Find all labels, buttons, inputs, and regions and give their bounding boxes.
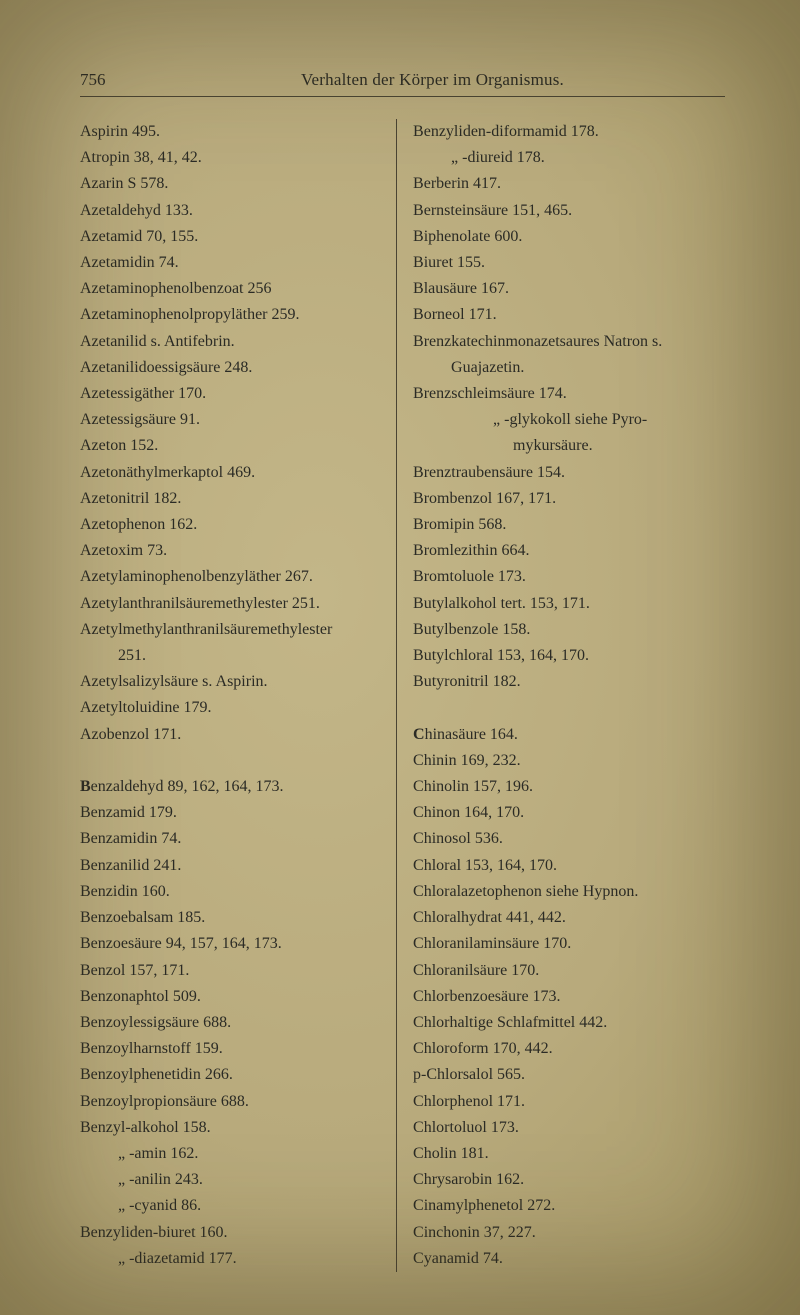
index-entry: Brenzschleimsäure 174. [413,381,725,407]
index-entry: Benzyliden-diformamid 178. [413,119,725,145]
index-entry: Butyronitril 182. [413,669,725,695]
left-column: Aspirin 495.Atropin 38, 41, 42.Azarin S … [80,119,396,1272]
index-entry: Benzyl-alkohol 158. [80,1115,382,1141]
index-entry: Azarin S 578. [80,171,382,197]
index-entry: Chlorphenol 171. [413,1089,725,1115]
index-entry: Benzanilid 241. [80,853,382,879]
index-entry: Chlorhaltige Schlafmittel 442. [413,1010,725,1036]
index-entry: Chlorbenzoesäure 173. [413,984,725,1010]
index-entry: 251. [80,643,382,669]
index-entry: Chinon 164, 170. [413,800,725,826]
index-entry: Azetylmethylanthranilsäuremethylester [80,617,382,643]
index-entry: Guajazetin. [413,355,725,381]
index-entry: Chloroform 170, 442. [413,1036,725,1062]
index-entry: Brenzkatechinmonazetsaures Natron s. [413,329,725,355]
index-entry: Chinin 169, 232. [413,748,725,774]
index-entry: Azetaminophenolpropyläther 259. [80,302,382,328]
index-entry: Benzidin 160. [80,879,382,905]
index-entry: p-Chlorsalol 565. [413,1062,725,1088]
index-entry: Benzaldehyd 89, 162, 164, 173. [80,774,382,800]
index-entry: Cinamylphenetol 272. [413,1193,725,1219]
index-entry: Butylalkohol tert. 153, 171. [413,591,725,617]
index-entry: Bromtoluole 173. [413,564,725,590]
index-entry: mykursäure. [413,433,725,459]
index-entry: Benzoebalsam 185. [80,905,382,931]
index-entry: Bromipin 568. [413,512,725,538]
index-entry: Aspirin 495. [80,119,382,145]
index-entry: „ -cyanid 86. [80,1193,382,1219]
right-column: Benzyliden-diformamid 178.„ -diureid 178… [396,119,725,1272]
index-entry: Butylchloral 153, 164, 170. [413,643,725,669]
scanned-page: 756 Verhalten der Körper im Organismus. … [0,0,800,1315]
index-entry: Cinchonin 37, 227. [413,1220,725,1246]
index-entry: „ -anilin 243. [80,1167,382,1193]
index-entry: Berberin 417. [413,171,725,197]
index-entry: Benzonaphtol 509. [80,984,382,1010]
page-number: 756 [80,70,140,90]
index-entry: Bromlezithin 664. [413,538,725,564]
index-entry: Brenztraubensäure 154. [413,460,725,486]
index-entry: Chlortoluol 173. [413,1115,725,1141]
index-entry: Biuret 155. [413,250,725,276]
index-entry: Azetonitril 182. [80,486,382,512]
index-entry: Chinasäure 164. [413,722,725,748]
index-entry: Chloralhydrat 441, 442. [413,905,725,931]
index-entry: Azetoxim 73. [80,538,382,564]
index-entry: Benzamidin 74. [80,826,382,852]
index-entry: Azetylanthranilsäuremethylester 251. [80,591,382,617]
index-entry: Chloranilsäure 170. [413,958,725,984]
index-entry: Azetamidin 74. [80,250,382,276]
running-title: Verhalten der Körper im Organismus. [140,70,725,90]
index-entry: Azetanilid s. Antifebrin. [80,329,382,355]
index-entry: Benzoylharnstoff 159. [80,1036,382,1062]
index-entry: „ -amin 162. [80,1141,382,1167]
index-entry: Benzoylphenetidin 266. [80,1062,382,1088]
index-entry: Atropin 38, 41, 42. [80,145,382,171]
index-entry: Azeton 152. [80,433,382,459]
index-entry: Benzoylpropionsäure 688. [80,1089,382,1115]
index-entry: Biphenolate 600. [413,224,725,250]
index-entry [413,695,725,721]
index-entry: Azetaminophenolbenzoat 256 [80,276,382,302]
index-columns: Aspirin 495.Atropin 38, 41, 42.Azarin S … [80,119,725,1272]
index-entry: Chrysarobin 162. [413,1167,725,1193]
index-entry: Benzyliden-biuret 160. [80,1220,382,1246]
index-entry: Cholin 181. [413,1141,725,1167]
index-entry: Azetanilidoessigsäure 248. [80,355,382,381]
index-entry: Azetamid 70, 155. [80,224,382,250]
index-entry: Cyanamid 74. [413,1246,725,1272]
index-entry: Benzoesäure 94, 157, 164, 173. [80,931,382,957]
index-entry: Azetessigsäure 91. [80,407,382,433]
index-entry: Azetylaminophenolbenzyläther 267. [80,564,382,590]
index-entry: Azetyltoluidine 179. [80,695,382,721]
index-entry: Chloral 153, 164, 170. [413,853,725,879]
index-entry: Butylbenzole 158. [413,617,725,643]
index-entry: „ -diazetamid 177. [80,1246,382,1272]
index-entry: Azetylsalizylsäure s. Aspirin. [80,669,382,695]
index-entry: Azetophenon 162. [80,512,382,538]
index-entry: Blausäure 167. [413,276,725,302]
index-entry: Chloralazetophenon siehe Hypnon. [413,879,725,905]
index-entry: Brombenzol 167, 171. [413,486,725,512]
index-entry: Bernsteinsäure 151, 465. [413,198,725,224]
index-entry: Chinosol 536. [413,826,725,852]
index-entry: „ -diureid 178. [413,145,725,171]
index-entry: Benzol 157, 171. [80,958,382,984]
index-entry [80,748,382,774]
index-entry: Azetessigäther 170. [80,381,382,407]
index-entry: Azobenzol 171. [80,722,382,748]
index-entry: Azetonäthylmerkaptol 469. [80,460,382,486]
index-entry: Chloranilaminsäure 170. [413,931,725,957]
page-header: 756 Verhalten der Körper im Organismus. [80,70,725,90]
index-entry: Azetaldehyd 133. [80,198,382,224]
index-entry: Chinolin 157, 196. [413,774,725,800]
index-entry: Borneol 171. [413,302,725,328]
header-rule [80,96,725,97]
index-entry: „ -glykokoll siehe Pyro- [413,407,725,433]
index-entry: Benzoylessigsäure 688. [80,1010,382,1036]
index-entry: Benzamid 179. [80,800,382,826]
